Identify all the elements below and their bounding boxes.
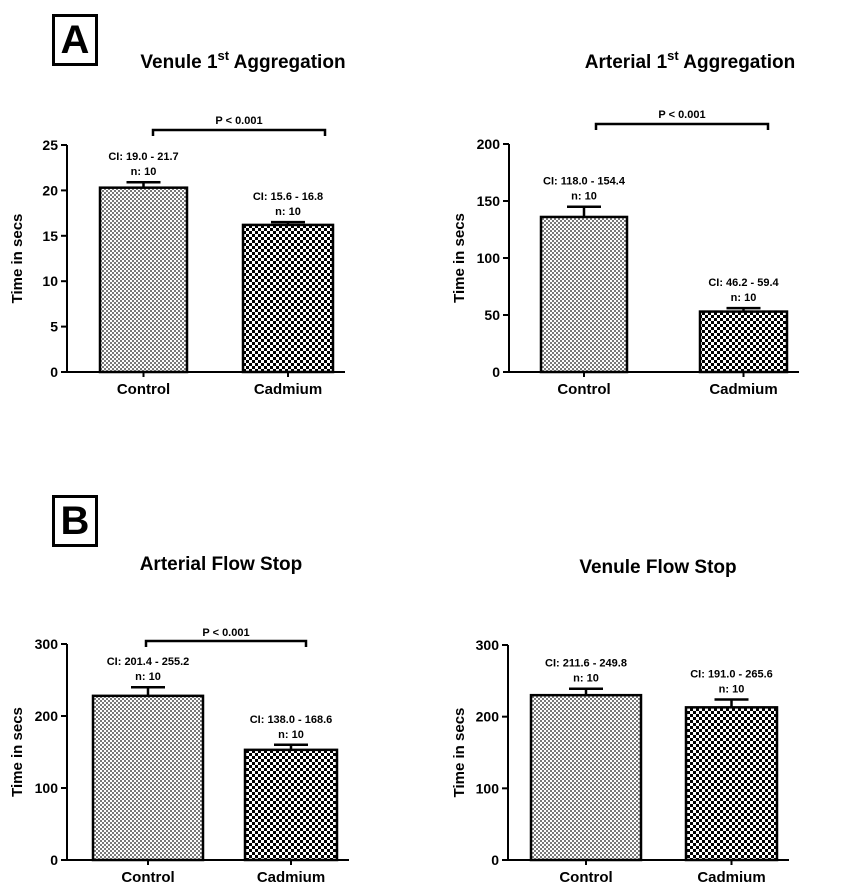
y-tick-label: 100 <box>35 780 59 796</box>
y-tick-label: 300 <box>35 636 59 652</box>
y-tick-label: 200 <box>476 709 500 725</box>
bar-cadmium <box>241 223 335 374</box>
chart-title: Arterial 1st Aggregation <box>585 48 795 73</box>
bar-control <box>529 693 643 862</box>
n-label-cadmium: n: 10 <box>275 206 301 218</box>
chart-2: Arterial 1st Aggregation Time in secs 0 50 1… <box>451 48 799 398</box>
bar-cadmium <box>684 706 779 862</box>
panel-label-a: A <box>52 14 98 66</box>
x-tick-label-control: Control <box>117 381 170 398</box>
chart-4: Venule Flow Stop Time in secs 0 100 200 300 Co… <box>451 557 789 886</box>
y-tick-label: 0 <box>492 364 500 380</box>
y-tick-label: 10 <box>42 273 58 289</box>
y-tick-label: 15 <box>42 228 58 244</box>
x-tick-label-control: Control <box>557 381 610 398</box>
panel-label-b: B <box>52 495 98 547</box>
chart-title-end: Aggregation <box>229 52 345 73</box>
chart-title-superscript: st <box>218 48 230 63</box>
x-tick-label-cadmium: Cadmium <box>697 869 765 886</box>
y-tick-label: 20 <box>42 182 58 198</box>
x-tick-label-control: Control <box>559 869 612 886</box>
y-tick-label: 150 <box>477 193 501 209</box>
chart-title-main: Arterial 1 <box>585 52 668 73</box>
significance-bracket <box>144 639 308 647</box>
y-tick-label: 25 <box>42 137 58 153</box>
x-tick-label-cadmium: Cadmium <box>257 869 325 886</box>
n-label-control: n: 10 <box>573 673 599 685</box>
x-tick-label-control: Control <box>121 869 174 886</box>
chart-title-main: Arterial Flow Stop <box>140 554 303 575</box>
n-label-control: n: 10 <box>135 671 161 683</box>
y-tick-label: 50 <box>484 307 500 323</box>
significance-label: P < 0.001 <box>215 115 262 127</box>
ci-label-cadmium: CI: 138.0 - 168.6 <box>250 714 333 726</box>
y-tick-label: 100 <box>477 250 501 266</box>
bar-cadmium <box>698 310 789 374</box>
significance-bracket <box>151 128 327 136</box>
y-tick-label: 200 <box>35 708 59 724</box>
bar-control <box>539 215 629 374</box>
chart-title-end: Aggregation <box>679 52 795 73</box>
x-tick-label-cadmium: Cadmium <box>254 381 322 398</box>
y-tick-label: 0 <box>50 364 58 380</box>
chart-title: Arterial Flow Stop <box>140 554 303 575</box>
bar-control <box>98 186 189 374</box>
chart-title-main: Venule Flow Stop <box>579 557 736 578</box>
y-tick-label: 100 <box>476 780 500 796</box>
chart-3: Arterial Flow Stop Time in secs 0 100 200 300… <box>9 554 349 886</box>
y-tick-label: 5 <box>50 319 58 335</box>
y-tick-label: 0 <box>50 852 58 868</box>
bar-cadmium <box>243 748 339 862</box>
significance-bracket <box>594 122 770 130</box>
chart-title: Venule Flow Stop <box>579 557 736 578</box>
chart-1: Venule 1st Aggregation Time in secs 0 5 10 15… <box>9 48 346 398</box>
n-label-control: n: 10 <box>131 166 157 178</box>
ci-label-control: CI: 19.0 - 21.7 <box>108 151 178 163</box>
bar-control <box>91 694 205 862</box>
n-label-control: n: 10 <box>571 191 597 203</box>
n-label-cadmium: n: 10 <box>278 729 304 741</box>
chart-title: Venule 1st Aggregation <box>140 48 345 73</box>
y-axis-label: Time in secs <box>451 708 468 798</box>
ci-label-control: CI: 201.4 - 255.2 <box>107 656 190 668</box>
y-tick-label: 200 <box>477 136 501 152</box>
chart-title-main: Venule 1 <box>140 52 218 73</box>
n-label-cadmium: n: 10 <box>719 683 745 695</box>
y-tick-label: 300 <box>476 637 500 653</box>
n-label-cadmium: n: 10 <box>731 292 757 304</box>
chart-title-superscript: st <box>667 48 679 63</box>
significance-label: P < 0.001 <box>202 627 249 639</box>
y-axis-label: Time in secs <box>9 707 26 797</box>
ci-label-cadmium: CI: 15.6 - 16.8 <box>253 191 323 203</box>
ci-label-cadmium: CI: 46.2 - 59.4 <box>708 277 779 289</box>
ci-label-control: CI: 118.0 - 154.4 <box>543 176 626 188</box>
ci-label-cadmium: CI: 191.0 - 265.6 <box>690 668 773 680</box>
y-axis-label: Time in secs <box>451 213 468 303</box>
x-tick-label-cadmium: Cadmium <box>709 381 777 398</box>
significance-label: P < 0.001 <box>658 109 705 121</box>
y-axis-label: Time in secs <box>9 214 26 304</box>
y-tick-label: 0 <box>491 852 499 868</box>
ci-label-control: CI: 211.6 - 249.8 <box>545 658 627 670</box>
